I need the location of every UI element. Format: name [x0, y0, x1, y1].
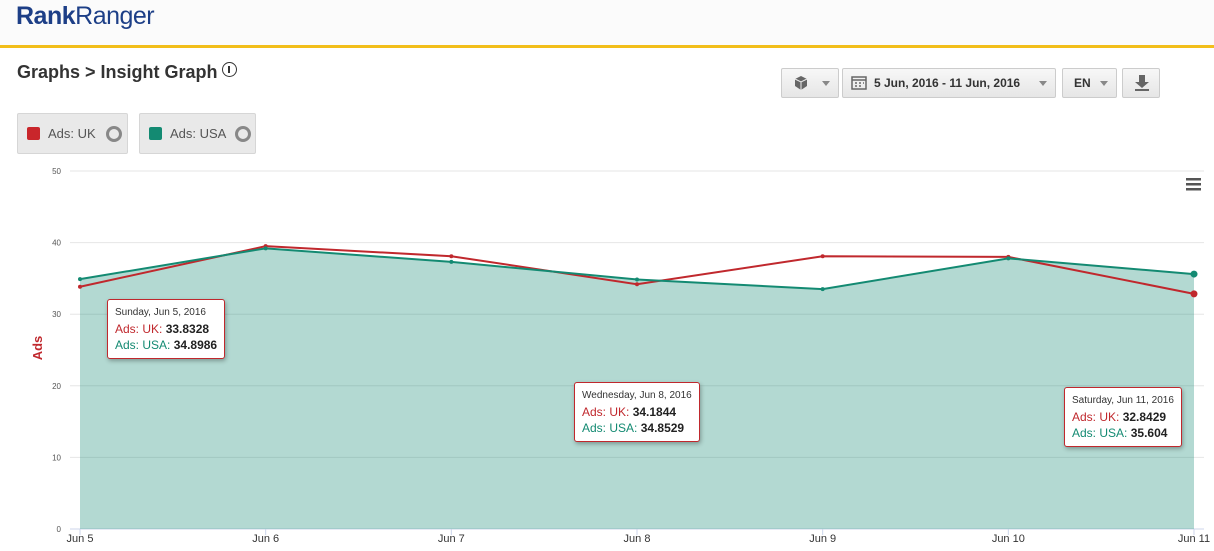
legend-label: Ads: USA — [170, 126, 227, 141]
tooltip-row: Ads: UK: 34.1844 — [582, 404, 692, 420]
point — [449, 259, 454, 264]
point — [1190, 290, 1198, 298]
tooltip-value: 34.8529 — [640, 421, 685, 435]
tooltip-value: 35.604 — [1130, 426, 1168, 440]
point — [449, 254, 454, 259]
x-tick-label: Jun 11 — [1178, 533, 1210, 545]
point — [1190, 270, 1198, 278]
y-tick-label: 40 — [52, 239, 61, 248]
tooltip-series: Ads: USA — [582, 421, 635, 435]
tooltip-series: Ads: UK — [582, 405, 627, 419]
point — [1006, 256, 1011, 261]
tooltip-row: Ads: USA: 35.604 — [1072, 425, 1174, 441]
tooltip-series: Ads: USA — [115, 338, 168, 352]
point — [635, 282, 639, 287]
language: EN — [1074, 76, 1091, 90]
x-tick-label: Jun 5 — [67, 533, 94, 545]
gear-icon[interactable] — [235, 126, 251, 142]
tooltip-row: Ads: UK: 33.8328 — [115, 321, 217, 337]
download-icon — [1135, 75, 1149, 91]
tooltip-separator: : — [167, 338, 171, 352]
tooltip-value: 34.1844 — [632, 405, 677, 419]
tooltip: Saturday, Jun 11, 2016 Ads: UK: 32.8429 Ad… — [1064, 387, 1182, 447]
caret — [1039, 81, 1047, 86]
logo[interactable]: RankRanger — [16, 2, 155, 31]
point — [820, 287, 825, 292]
header: RankRanger — [0, 0, 1214, 48]
tooltip-separator: : — [1124, 426, 1128, 440]
legend-label: Ads: UK — [48, 126, 96, 141]
point — [263, 246, 268, 251]
tooltip-separator: : — [626, 405, 630, 419]
view-button[interactable] — [781, 68, 839, 98]
y-tick-label: 20 — [52, 382, 61, 391]
legend-swatch — [149, 127, 162, 140]
download-button[interactable] — [1122, 68, 1160, 98]
y-axis-label: Ads — [30, 336, 45, 361]
title-text: Graphs > Insight Graph — [17, 62, 218, 82]
tooltip-row: Ads: UK: 32.8429 — [1072, 409, 1174, 425]
x-tick-label: Jun 8 — [624, 533, 651, 545]
x-tick-label: Jun 7 — [438, 533, 465, 545]
menu-icon[interactable] — [1186, 178, 1201, 191]
x-tick-label: Jun 10 — [992, 533, 1025, 545]
legend-uk[interactable]: Ads: UK — [17, 113, 128, 154]
x-tick-label: Jun 9 — [809, 533, 836, 545]
tooltip-title: Wednesday, Jun 8, 2016 — [582, 390, 692, 401]
tooltip-title: Sunday, Jun 5, 2016 — [115, 307, 206, 318]
point — [820, 254, 825, 259]
point — [78, 277, 82, 282]
tooltip-row: Ads: USA: 34.8986 — [115, 337, 217, 353]
tooltip-value: 34.8986 — [173, 338, 218, 352]
caret — [1100, 81, 1108, 86]
tooltip-separator: : — [159, 322, 163, 336]
info-icon[interactable] — [221, 62, 237, 77]
tooltip-separator: : — [634, 421, 638, 435]
tooltip-row: Ads: USA: 34.8529 — [582, 420, 692, 436]
tooltip: Sunday, Jun 5, 2016 Ads: UK: 33.8328 Ads: … — [107, 299, 226, 359]
tooltip-title: Saturday, Jun 11, 2016 — [1072, 395, 1174, 406]
gear-icon[interactable] — [106, 126, 122, 142]
tooltip-series: Ads: UK — [1072, 410, 1117, 424]
language-button[interactable]: EN — [1062, 68, 1117, 98]
y-tick-label: 50 — [52, 167, 61, 176]
point — [635, 277, 639, 282]
tooltip-value: 32.8429 — [1122, 410, 1167, 424]
tooltip: Wednesday, Jun 8, 2016 Ads: UK: 34.1844 Ad… — [574, 382, 700, 442]
y-tick-label: 0 — [57, 525, 62, 534]
x-tick-label: Jun 6 — [252, 533, 279, 545]
tooltip-separator: : — [1116, 410, 1120, 424]
logo-ranger: Ranger — [75, 2, 155, 30]
calendar-icon — [851, 76, 867, 90]
date-range: 5 Jun, 2016 - 11 Jun, 2016 — [874, 76, 1021, 90]
tooltip-value: 33.8328 — [165, 322, 210, 336]
y-tick-label: 30 — [52, 310, 61, 319]
tooltip-series: Ads: USA — [1072, 426, 1125, 440]
legend-swatch — [27, 127, 40, 140]
point — [78, 284, 82, 289]
logo-rank: Rank — [16, 2, 76, 30]
cube-icon — [794, 76, 808, 90]
caret — [822, 81, 830, 86]
page-title: Graphs > Insight Graph — [17, 62, 237, 83]
legend-usa[interactable]: Ads: USA — [139, 113, 256, 154]
y-tick-label: 10 — [52, 453, 61, 462]
date-range-button[interactable]: 5 Jun, 2016 - 11 Jun, 2016 — [842, 68, 1056, 98]
tooltip-series: Ads: UK — [115, 322, 160, 336]
